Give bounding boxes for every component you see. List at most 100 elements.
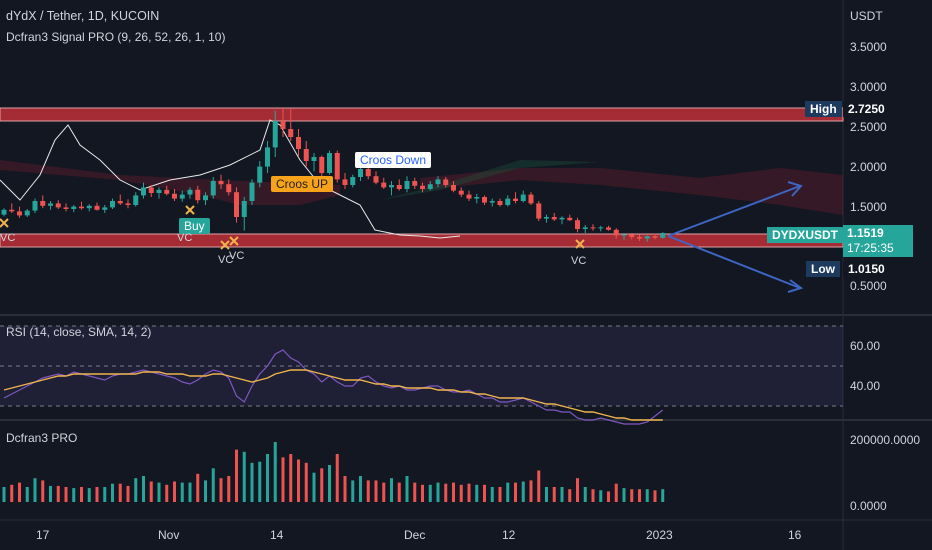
vc-label: VC [177, 232, 193, 244]
rsi-title: RSI (14, close, SMA, 14, 2) [6, 325, 152, 339]
volume-bar [312, 472, 316, 502]
lagging-line [0, 119, 461, 239]
volume-bar [653, 490, 657, 502]
vol-tick: 200000.0000 [850, 433, 921, 447]
low-tag: Low [806, 261, 840, 277]
vc-label: VC [0, 232, 16, 244]
candle-body [497, 201, 503, 205]
vc-marker [220, 240, 230, 250]
price-tick: 1.5000 [850, 200, 887, 214]
price-tick: 2.5000 [850, 120, 887, 134]
volume-bar [444, 483, 448, 502]
candle-body [71, 206, 77, 209]
volume-bar [343, 476, 347, 502]
volume-bar [351, 480, 355, 502]
candle-body [102, 207, 108, 210]
candle-body [342, 179, 348, 185]
candle-body [520, 194, 526, 201]
volume-bar [320, 468, 324, 502]
volume-bar [576, 478, 579, 502]
candle-body [482, 197, 487, 203]
volume-bar [607, 491, 610, 502]
candle-body [156, 189, 162, 193]
volume-bar [622, 488, 626, 502]
volume-bar [529, 480, 533, 502]
volume-bar [421, 484, 424, 502]
candle-body [621, 234, 627, 236]
volume-bar [552, 487, 556, 502]
candle-body [63, 207, 69, 209]
volume-bar [281, 457, 285, 502]
candle-body [117, 201, 123, 204]
indicator-title: Dcfran3 Signal PRO (9, 26, 52, 26, 1, 10… [6, 30, 226, 44]
candle-body [334, 153, 340, 180]
vc-label: VC [571, 255, 587, 267]
candle-body [280, 121, 286, 129]
candle-body [48, 203, 53, 206]
candle-body [94, 205, 100, 210]
volume-bar [459, 484, 463, 502]
volume-bar [514, 482, 517, 502]
candle-body [606, 227, 611, 230]
croos-down-label: Croos Down [355, 152, 432, 168]
time-label: 16 [788, 528, 802, 542]
candle-body [466, 194, 472, 199]
volume-bar [397, 482, 401, 502]
volume-bar [204, 480, 207, 502]
candle-body [24, 210, 30, 216]
price-tick: 3.5000 [850, 40, 887, 54]
high-tag: High [805, 101, 842, 117]
candle-body [9, 209, 15, 212]
time-label: 14 [270, 528, 284, 542]
candle-body [272, 121, 278, 148]
symbol-title: dYdX / Tether, 1D, KUCOIN [6, 9, 160, 23]
volume-bar [382, 482, 386, 502]
candle-body [133, 195, 139, 205]
candle-body [373, 176, 379, 183]
rsi-line [3, 349, 664, 425]
volume-bar [328, 465, 331, 502]
volume-bar [219, 478, 223, 502]
volume-bar [18, 482, 21, 502]
candle-body [458, 190, 464, 195]
candle-body [637, 237, 642, 239]
rsi-tick: 60.00 [850, 339, 881, 353]
candle-body [443, 179, 449, 185]
candle-body [249, 182, 255, 201]
time-label: 2023 [646, 528, 673, 542]
volume-bar [374, 480, 378, 502]
vc-marker [575, 239, 585, 249]
candle-body [218, 181, 224, 185]
time-label: 17 [36, 528, 50, 542]
candle-body [575, 220, 580, 229]
volume-bar [235, 449, 238, 502]
rsi-tick: 40.00 [850, 379, 881, 393]
volume-bar [111, 483, 114, 502]
current-price: 1.1519 [847, 226, 884, 240]
candle-body [164, 189, 170, 194]
candle-body [141, 187, 146, 196]
volume-bar [180, 482, 184, 502]
volume-bar [537, 470, 541, 502]
volume-bar [452, 482, 455, 502]
vol-tick: 0.0000 [850, 499, 887, 513]
high-value: 2.7250 [843, 101, 890, 117]
candle-body [590, 227, 596, 229]
volume-bar [49, 485, 52, 502]
price-tick: 3.0000 [850, 80, 887, 94]
volume-bar [41, 480, 45, 502]
volume-bar [103, 487, 107, 502]
volume-bar [25, 487, 29, 502]
candle-body [311, 157, 317, 161]
candle-body [179, 194, 185, 199]
volume-bar [645, 489, 649, 502]
candle-body [613, 229, 619, 236]
candle-body [303, 149, 309, 161]
candle-body [420, 185, 425, 189]
volume-bar [142, 476, 145, 502]
candle-body [474, 197, 480, 199]
buy-label: Buy [179, 218, 210, 234]
currency-label: USDT [850, 9, 883, 23]
volume-bar [591, 489, 595, 502]
